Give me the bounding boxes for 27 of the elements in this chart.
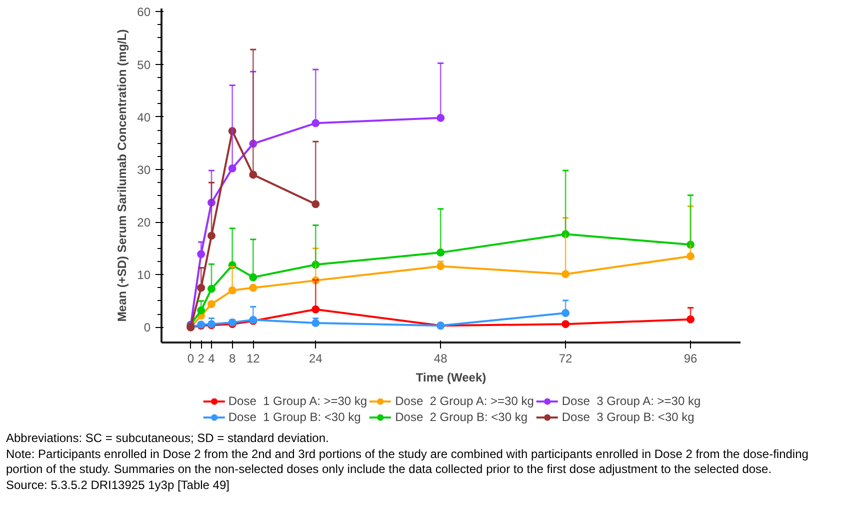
legend-label: Dose 2 Group B: <30 kg [395,410,528,424]
x-tick-label: 96 [684,352,698,366]
legend-label: Dose 1 Group A: >=30 kg [228,394,368,408]
y-tick-label: 50 [137,58,151,72]
x-tick-label: 48 [434,352,448,366]
y-tick-label: 20 [137,216,151,230]
x-tick-label: 4 [208,352,216,366]
text: Note: Participants enrolled in Dose 2 from the 2nd and 3rd portions of the study are combined with participants enrolled in Dose 2 from the dose-finding portion of the study. Summaries on the non-selected doses only include the data collected prior to the first dose adjustment to the selected dose. [6,447,810,476]
x-tick-label: 72 [558,352,573,366]
y-tick-label: 40 [137,110,151,124]
x-tick-label: 0 [187,352,194,366]
y-axis-title: Mean (+SD) Serum Sarilumab Concentration (mg/L) [115,29,130,322]
y-tick-label: 10 [137,268,151,282]
x-axis-title: Time (Week) [416,370,486,384]
source-note: Source: 5.3.5.2 DRI13925 1y3p [Table 49] [6,478,230,493]
legend-label: Dose 3 Group A: >=30 kg [562,394,701,408]
x-tick-label: 12 [246,352,260,366]
x-tick-label: 2 [198,352,205,366]
y-tick-label: 60 [137,5,151,20]
legend-label: Dose 2 Group A: >=30 kg [395,394,534,408]
x-tick-label: 8 [228,352,236,366]
legend-label: Dose 1 Group B: <30 kg [228,410,361,424]
x-tick-label: 24 [308,352,323,366]
y-tick-label: 30 [137,162,151,177]
y-tick-label: 0 [144,320,151,335]
legend-label: Dose 3 Group B: <30 kg [562,410,694,424]
text: Abbreviations: SC = subcutaneous; SD = standard deviation. [6,431,329,446]
